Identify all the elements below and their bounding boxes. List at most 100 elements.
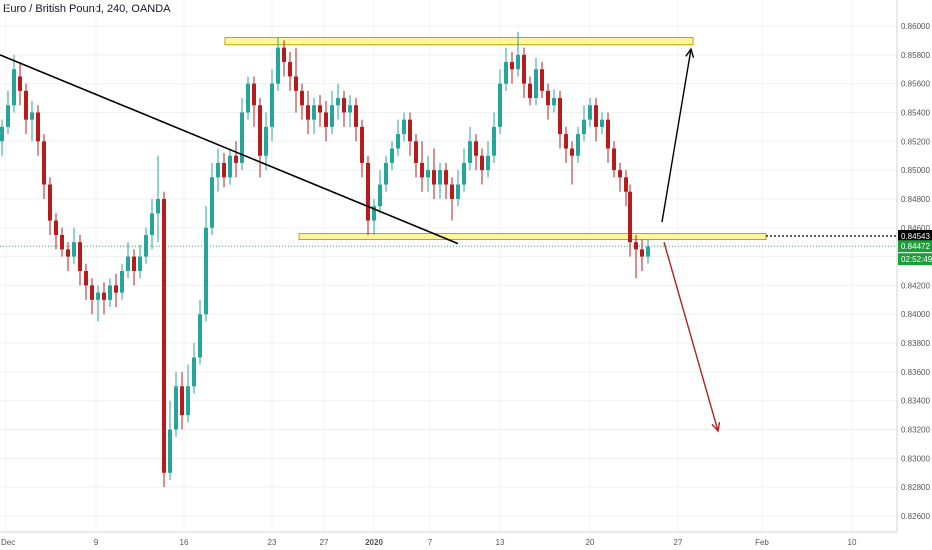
price-tag-label: 0.84543 — [901, 232, 930, 241]
time-tick-label: 27 — [674, 538, 683, 547]
candle-up — [144, 234, 148, 257]
candle-down — [634, 242, 638, 250]
candle-up — [150, 213, 154, 235]
candle-up — [600, 119, 604, 127]
price-tick-label: 0.83200 — [901, 426, 930, 435]
candle-up — [186, 386, 190, 416]
candle-up — [138, 256, 142, 271]
candle-down — [414, 141, 418, 163]
time-tick-label: 7 — [428, 538, 433, 547]
candle-down — [618, 170, 622, 178]
candle-up — [264, 126, 268, 156]
candle-down — [366, 162, 370, 221]
candle-up — [552, 98, 556, 106]
candle-up — [582, 119, 586, 135]
candle-down — [48, 184, 52, 221]
candle-down — [624, 177, 628, 192]
time-tick-label: 10 — [848, 538, 857, 547]
candle-down — [90, 285, 94, 300]
candle-up — [312, 105, 316, 120]
time-tick-label: 9 — [94, 538, 99, 547]
price-tick-label: 0.83600 — [901, 368, 930, 377]
candle-up — [378, 184, 382, 207]
time-tick-label: 16 — [180, 538, 189, 547]
support-zone — [298, 233, 767, 241]
candle-up — [498, 83, 502, 127]
price-tick-label: 0.84800 — [901, 195, 930, 204]
candle-down — [24, 90, 28, 120]
candle-down — [606, 119, 610, 149]
price-tick-label: 0.82600 — [901, 512, 930, 521]
bearish-projection-arrow — [663, 241, 719, 432]
candle-up — [276, 47, 280, 84]
candle-up — [198, 314, 202, 358]
candle-down — [36, 112, 40, 142]
time-tick-label: 27 — [320, 538, 329, 547]
price-tick-label: 0.85400 — [901, 108, 930, 117]
candle-down — [558, 98, 562, 135]
candle-down — [234, 155, 238, 163]
candle-down — [114, 285, 118, 293]
candle-down — [162, 198, 166, 473]
candle-up — [588, 105, 592, 120]
price-tag — [898, 229, 932, 242]
price-tag-label: 02:52:49 — [901, 255, 932, 264]
candle-down — [540, 69, 544, 91]
candle-down — [628, 191, 632, 243]
chart-title: Euro / British Pound, 240, OANDA — [3, 3, 171, 15]
candle-up — [372, 206, 376, 221]
candle-up — [462, 162, 466, 185]
candle-down — [252, 83, 256, 106]
candle-down — [60, 234, 64, 250]
descending-trendline — [0, 54, 459, 245]
price-tick-label: 0.84000 — [901, 310, 930, 319]
candle-down — [360, 126, 364, 163]
candle-up — [6, 105, 10, 127]
resistance-zone — [224, 37, 694, 46]
candle-down — [318, 105, 322, 113]
candle-down — [480, 155, 484, 171]
candle-down — [594, 105, 598, 127]
price-tick-label: 0.84600 — [901, 224, 930, 233]
candle-down — [84, 271, 88, 286]
candle-up — [96, 292, 100, 300]
candle-up — [534, 69, 538, 99]
candle-down — [612, 148, 616, 171]
candle-down — [528, 83, 532, 99]
bearish-projection-arrow-head — [711, 421, 721, 433]
candle-up — [168, 429, 172, 473]
candle-up — [210, 177, 214, 228]
candle-up — [336, 98, 340, 106]
candle-up — [486, 155, 490, 171]
time-tick-label: 20 — [586, 538, 595, 547]
candle-up — [12, 69, 16, 106]
price-tick-label: 0.85600 — [901, 80, 930, 89]
candle-up — [390, 148, 394, 163]
candle-down — [432, 170, 436, 185]
candle-up — [192, 357, 196, 387]
time-tick-label: Feb — [755, 538, 769, 547]
candle-up — [396, 134, 400, 149]
time-tick-label: 23 — [268, 538, 277, 547]
candle-up — [228, 155, 232, 178]
price-tag — [898, 240, 932, 253]
candle-up — [120, 271, 124, 293]
candle-down — [444, 170, 448, 185]
bullish-projection-arrow — [661, 48, 692, 223]
price-tick-label: 0.86000 — [901, 22, 930, 31]
price-tick-label: 0.85200 — [901, 137, 930, 146]
price-tag-label: 0.84472 — [901, 242, 930, 251]
time-tick-label: Dec — [1, 538, 15, 547]
candle-up — [516, 54, 520, 70]
candle-up — [246, 83, 250, 113]
candle-up — [646, 246, 650, 257]
candle-up — [240, 112, 244, 163]
candle-down — [354, 105, 358, 127]
candle-down — [408, 119, 412, 142]
price-tick-label: 0.85000 — [901, 166, 930, 175]
candle-down — [300, 90, 304, 106]
price-tick-label: 0.85800 — [901, 51, 930, 60]
candle-down — [132, 256, 136, 271]
candle-up — [72, 242, 76, 257]
